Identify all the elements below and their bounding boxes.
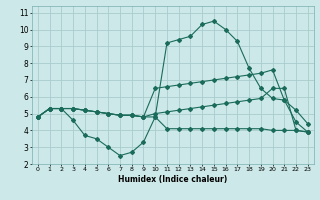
- X-axis label: Humidex (Indice chaleur): Humidex (Indice chaleur): [118, 175, 228, 184]
